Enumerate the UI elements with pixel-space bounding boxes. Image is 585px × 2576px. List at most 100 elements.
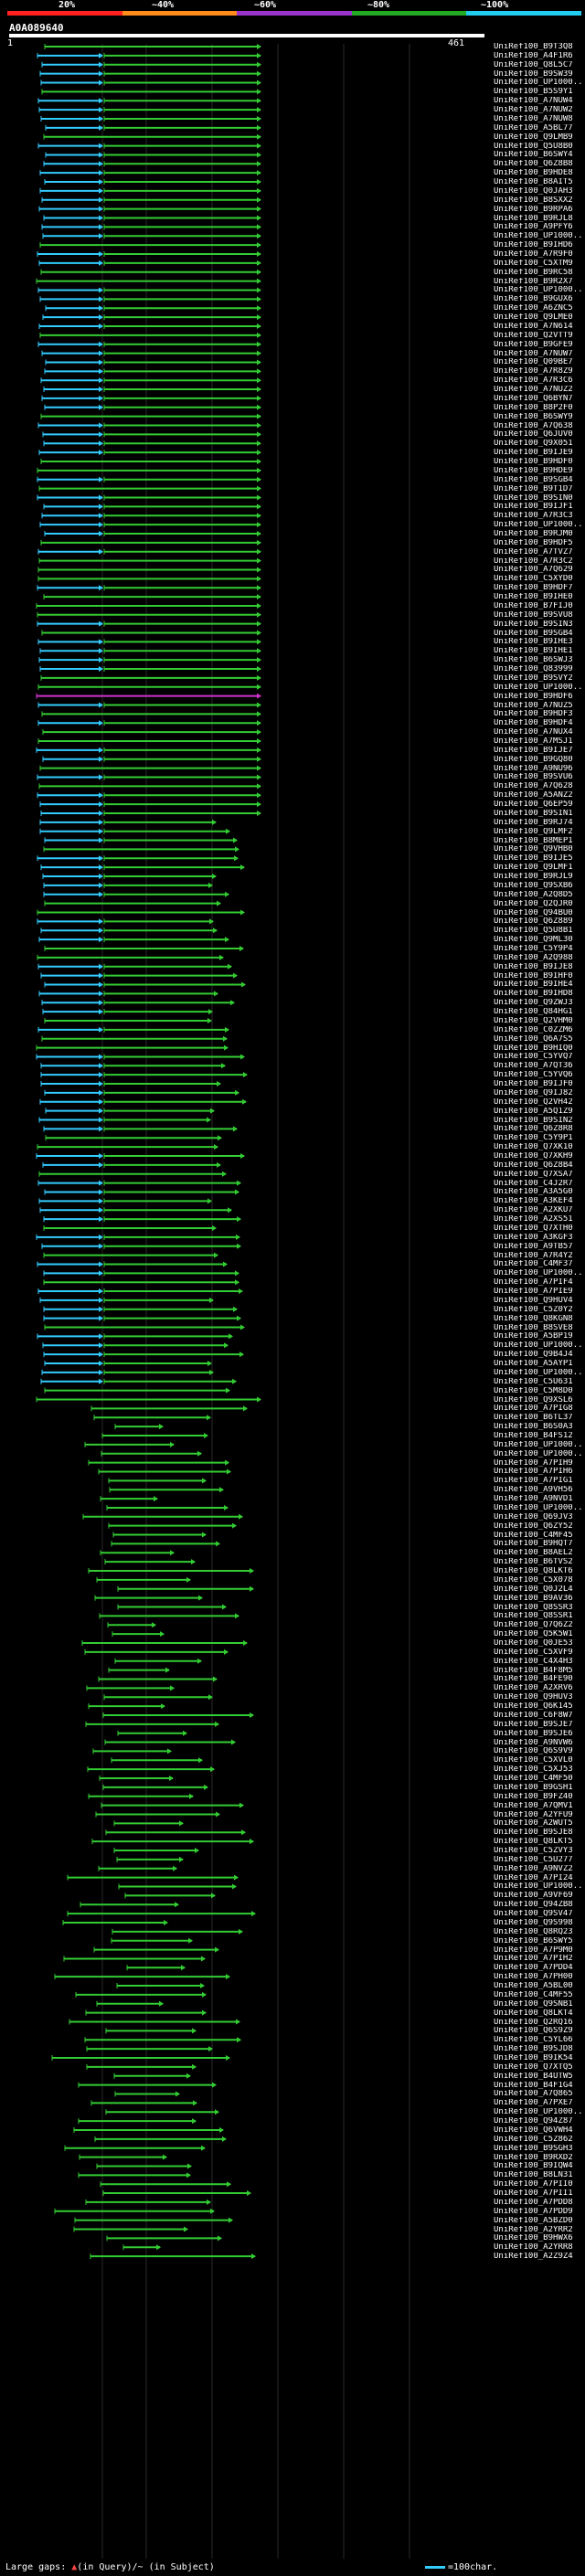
hit-label-link[interactable]: UniRef100_C5XVL0 (494, 1756, 573, 1765)
hit-label-link[interactable]: UniRef100_A9NU96 (494, 764, 573, 773)
hit-label-link[interactable]: UniRef100_A7PIH2 (494, 1955, 573, 1964)
hit-label-link[interactable]: UniRef100_C5XYD0 (494, 575, 573, 584)
hit-label-link[interactable]: UniRef100_Q83999 (494, 665, 573, 674)
hit-label-link[interactable]: UniRef100_B4F8M5 (494, 1666, 573, 1675)
hit-label-link[interactable]: UniRef100_A9NVW6 (494, 1738, 573, 1747)
hit-label-link[interactable]: UniRef100_A7QT36 (494, 1062, 573, 1071)
hit-label-link[interactable]: UniRef100_C4MF55 (494, 1990, 573, 1999)
hit-label-link[interactable]: UniRef100_B9IHE0 (494, 593, 573, 602)
hit-label-link[interactable]: UniRef100_Q8KGN8 (494, 1314, 573, 1323)
hit-label-link[interactable]: UniRef100_Q9ZWJ3 (494, 999, 573, 1008)
hit-label-link[interactable]: UniRef100_Q2VH42 (494, 1097, 573, 1107)
hit-label-link[interactable]: UniRef100_B9SIN0 (494, 493, 573, 503)
hit-label-link[interactable]: UniRef100_B9IHE4 (494, 981, 573, 990)
hit-label-link[interactable]: UniRef100_A5BZD0 (494, 2216, 573, 2225)
hit-label-link[interactable]: UniRef100_C5X078 (494, 1575, 573, 1585)
hit-label-link[interactable]: UniRef100_A7TVZ7 (494, 547, 573, 557)
hit-label-link[interactable]: UniRef100_A2XRV6 (494, 1684, 573, 1693)
hit-label-link[interactable]: UniRef100_B9RC58 (494, 268, 573, 277)
hit-label-link[interactable]: UniRef100_B9RJ74 (494, 818, 573, 827)
hit-label-link[interactable]: UniRef100_Q8RQ23 (494, 1927, 573, 1936)
hit-label-link[interactable]: UniRef100_A7R3C2 (494, 557, 573, 566)
hit-label-link[interactable]: UniRef100_UP1000... (494, 521, 583, 530)
hit-label-link[interactable]: UniRef100_A3A5G0 (494, 1188, 573, 1197)
hit-label-link[interactable]: UniRef100_A7PIH6 (494, 1468, 573, 1477)
hit-label-link[interactable]: UniRef100_Q6Z8B4 (494, 1161, 573, 1170)
hit-label-link[interactable]: UniRef100_Q9ML30 (494, 936, 573, 945)
hit-label-link[interactable]: UniRef100_B9SGB4 (494, 629, 573, 638)
hit-label-link[interactable]: UniRef100_B9RXD2 (494, 2153, 573, 2162)
hit-label-link[interactable]: UniRef100_B9HDF3 (494, 710, 573, 719)
hit-label-link[interactable]: UniRef100_B9HDF0 (494, 458, 573, 467)
hit-label-link[interactable]: UniRef100_Q9SNB1 (494, 1999, 573, 2009)
hit-label-link[interactable]: UniRef100_UP1000... (494, 1503, 583, 1512)
hit-label-link[interactable]: UniRef100_A2XKU7 (494, 1206, 573, 1215)
hit-label-link[interactable]: UniRef100_B9IHD6 (494, 241, 573, 250)
hit-label-link[interactable]: UniRef100_A7MSJ1 (494, 737, 573, 746)
hit-label-link[interactable]: UniRef100_B9IHF0 (494, 971, 573, 981)
hit-label-link[interactable]: UniRef100_B9RJL9 (494, 873, 573, 882)
hit-label-link[interactable]: UniRef100_Q0JE53 (494, 1638, 573, 1648)
hit-label-link[interactable]: UniRef100_C5U277 (494, 1855, 573, 1864)
hit-label-link[interactable]: UniRef100_Q94ZB8 (494, 1901, 573, 1910)
hit-label-link[interactable]: UniRef100_C4X4H3 (494, 1657, 573, 1666)
hit-label-link[interactable]: UniRef100_Q09BE7 (494, 358, 573, 367)
hit-label-link[interactable]: UniRef100_B9HDF4 (494, 719, 573, 728)
hit-label-link[interactable]: UniRef100_A5ANZ2 (494, 791, 573, 800)
hit-label-link[interactable]: UniRef100_A2Q8D5 (494, 890, 573, 899)
hit-label-link[interactable]: UniRef100_A7PDD4 (494, 1964, 573, 1973)
hit-label-link[interactable]: UniRef100_B9HQT7 (494, 1540, 573, 1549)
hit-label-link[interactable]: UniRef100_B9T1D7 (494, 484, 573, 493)
hit-label-link[interactable]: UniRef100_C5M8D0 (494, 1386, 573, 1395)
hit-label-link[interactable]: UniRef100_B9SJE6 (494, 1729, 573, 1738)
hit-label-link[interactable]: UniRef100_Q7XKH9 (494, 1152, 573, 1161)
hit-label-link[interactable]: UniRef100_Q6S9Z9 (494, 2027, 573, 2036)
hit-label-link[interactable]: UniRef100_B9IJE9 (494, 449, 573, 458)
hit-label-link[interactable]: UniRef100_Q5U8B0 (494, 142, 573, 151)
hit-label-link[interactable]: UniRef100_B9R2X7 (494, 277, 573, 286)
hit-label-link[interactable]: UniRef100_Q8SSR1 (494, 1612, 573, 1621)
hit-label-link[interactable]: UniRef100_B9SIN2 (494, 1116, 573, 1125)
hit-label-link[interactable]: UniRef100_Q6Z8R8 (494, 1125, 573, 1134)
hit-label-link[interactable]: UniRef100_A7R3C6 (494, 376, 573, 386)
hit-label-link[interactable]: UniRef100_A7Q629 (494, 566, 573, 575)
hit-label-link[interactable]: UniRef100_Q6K145 (494, 1702, 573, 1712)
hit-label-link[interactable]: UniRef100_B9SVY2 (494, 673, 573, 683)
hit-label-link[interactable]: UniRef100_Q7XSA7 (494, 1170, 573, 1179)
hit-label-link[interactable]: UniRef100_A7QMV1 (494, 1801, 573, 1810)
hit-label-link[interactable]: UniRef100_B9RPA6 (494, 205, 573, 214)
hit-label-link[interactable]: UniRef100_A7P9M0 (494, 1945, 573, 1955)
hit-label-link[interactable]: UniRef100_A2Z9Z4 (494, 2253, 573, 2262)
hit-label-link[interactable]: UniRef100_A7R8Z9 (494, 367, 573, 376)
hit-label-link[interactable]: UniRef100_B6SWY4 (494, 151, 573, 160)
hit-label-link[interactable]: UniRef100_A7Q628 (494, 782, 573, 791)
hit-label-link[interactable]: UniRef100_B9IHE1 (494, 647, 573, 656)
hit-label-link[interactable]: UniRef100_UP1000... (494, 1368, 583, 1377)
hit-label-link[interactable]: UniRef100_B9IJF0 (494, 1080, 573, 1089)
hit-label-link[interactable]: UniRef100_Q7XK10 (494, 1143, 573, 1152)
hit-label-link[interactable]: UniRef100_A4F1R6 (494, 51, 573, 60)
hit-label-link[interactable]: UniRef100_B9IHE3 (494, 638, 573, 647)
hit-label-link[interactable]: UniRef100_B4FS12 (494, 1431, 573, 1440)
hit-label-link[interactable]: UniRef100_B9SJE8 (494, 1829, 573, 1838)
hit-label-link[interactable]: UniRef100_Q9S998 (494, 1918, 573, 1927)
hit-label-link[interactable]: UniRef100_B6S0A3 (494, 1423, 573, 1432)
hit-label-link[interactable]: UniRef100_B6TVS2 (494, 1558, 573, 1567)
hit-label-link[interactable]: UniRef100_B7FIJ0 (494, 601, 573, 610)
hit-label-link[interactable]: UniRef100_A7Q865 (494, 2090, 573, 2099)
hit-label-link[interactable]: UniRef100_B9FZ40 (494, 1792, 573, 1801)
hit-label-link[interactable]: UniRef100_A7NUX4 (494, 728, 573, 737)
hit-label-link[interactable]: UniRef100_A7PII1 (494, 2189, 573, 2199)
hit-label-link[interactable]: UniRef100_A6ZNC5 (494, 304, 573, 313)
hit-label-link[interactable]: UniRef100_Q6JUV0 (494, 430, 573, 440)
hit-label-link[interactable]: UniRef100_Q94Z87 (494, 2117, 573, 2126)
hit-label-link[interactable]: UniRef100_A7R3C3 (494, 512, 573, 521)
hit-label-link[interactable]: UniRef100_A5BL00 (494, 1982, 573, 1991)
hit-label-link[interactable]: UniRef100_B9SJE7 (494, 1720, 573, 1729)
hit-label-link[interactable]: UniRef100_Q7Q6Z2 (494, 1621, 573, 1630)
hit-label-link[interactable]: UniRef100_C4MF37 (494, 1260, 573, 1269)
hit-label-link[interactable]: UniRef100_Q9B4J4 (494, 1351, 573, 1360)
hit-label-link[interactable]: UniRef100_B6SWY9 (494, 412, 573, 421)
hit-label-link[interactable]: UniRef100_C5Z0Y2 (494, 1305, 573, 1314)
hit-label-link[interactable]: UniRef100_A2YRR8 (494, 2243, 573, 2253)
